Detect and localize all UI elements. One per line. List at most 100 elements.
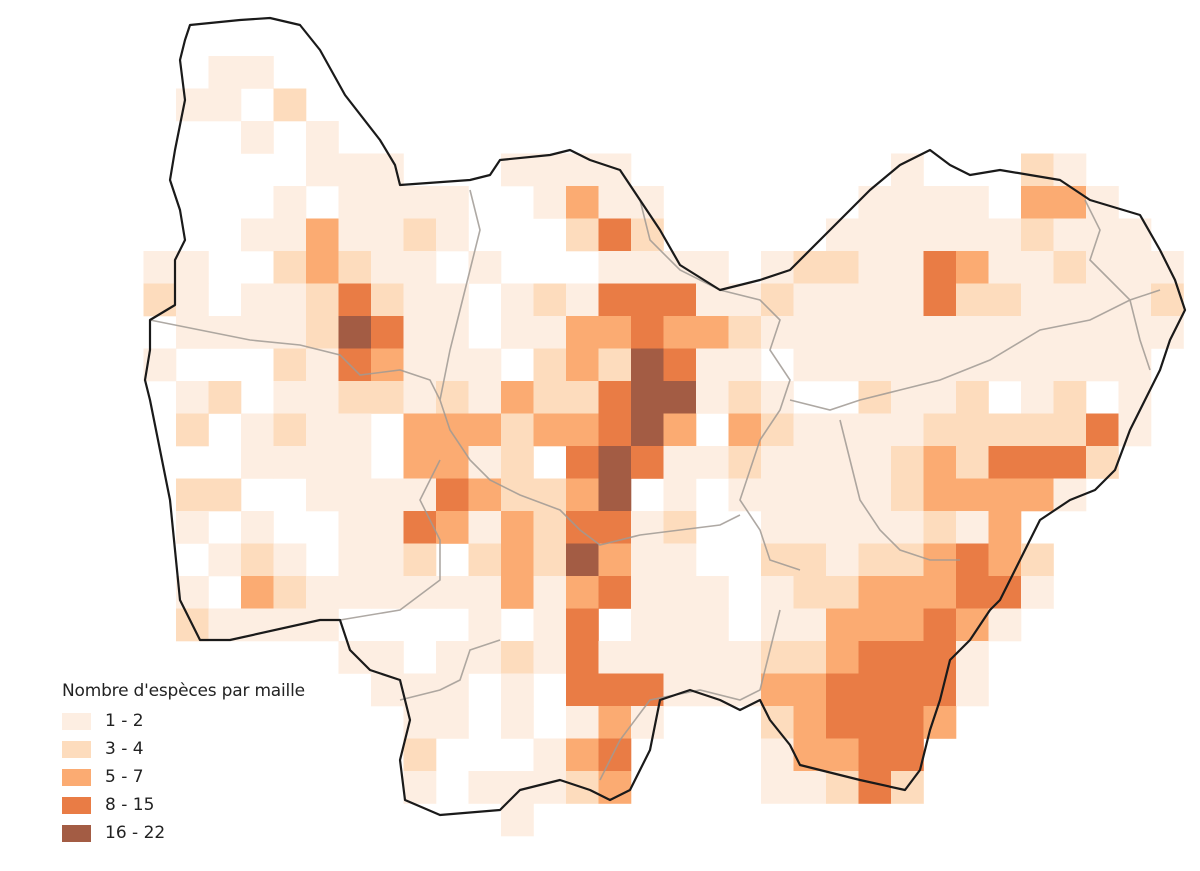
grid-cell [858, 381, 892, 414]
grid-cell [793, 348, 827, 382]
grid-cell [793, 478, 827, 512]
grid-cell [501, 706, 534, 739]
grid-cell [826, 608, 859, 642]
grid-cell [338, 381, 372, 414]
grid-cell [436, 446, 469, 479]
grid-cell [533, 738, 567, 772]
grid-cell [306, 608, 339, 642]
grid-cell [858, 543, 892, 577]
legend-item: 8 - 15 [62, 791, 305, 819]
grid-cell [761, 673, 794, 707]
grid-cell [988, 511, 1022, 544]
grid-cell [306, 316, 339, 349]
grid-cell [858, 706, 892, 739]
grid-cell [598, 316, 632, 349]
grid-cell [468, 771, 502, 804]
grid-cell [1086, 348, 1119, 382]
grid-cell [598, 186, 632, 219]
grid-cell [143, 283, 177, 317]
grid-cell [631, 608, 664, 642]
grid-cell [208, 381, 242, 414]
grid-cell [436, 576, 469, 609]
grid-cell [566, 738, 599, 772]
grid-cell [956, 446, 989, 479]
grid-cell [598, 153, 632, 187]
grid-cell [436, 348, 469, 382]
grid-cell [598, 283, 632, 317]
grid-cell [468, 446, 502, 479]
grid-cell [468, 511, 502, 544]
grid-cell [501, 413, 534, 447]
grid-cell [761, 381, 794, 414]
boundary-line [1084, 199, 1151, 371]
grid-cell [598, 706, 632, 739]
grid-cell [501, 511, 534, 544]
grid-cell [436, 186, 469, 219]
grid-cell [663, 316, 697, 349]
grid-cell [858, 251, 892, 284]
grid-cell [143, 251, 177, 284]
grid-cell [696, 641, 729, 674]
grid-cell [988, 316, 1022, 349]
grid-cell [858, 738, 892, 772]
grid-cell [273, 283, 307, 317]
grid-cell [826, 218, 859, 252]
grid-cell [403, 316, 437, 349]
grid-cell [826, 348, 859, 382]
grid-cell [338, 478, 372, 512]
grid-cell [891, 413, 924, 447]
grid-cell [208, 608, 242, 642]
grid-cell [663, 381, 697, 414]
grid-cell [306, 251, 339, 284]
grid-cell [728, 381, 762, 414]
grid-cell [566, 186, 599, 219]
grid-cell [728, 283, 762, 317]
grid-cell [306, 218, 339, 252]
grid-cell [598, 738, 632, 772]
grid-cell [663, 446, 697, 479]
grid-cell [338, 186, 372, 219]
grid-cell [923, 641, 957, 674]
grid-cell [176, 511, 209, 544]
grid-cell [1053, 251, 1087, 284]
grid-cell [631, 543, 664, 577]
grid-cell [533, 771, 567, 804]
grid-cell [501, 478, 534, 512]
boundary-line [839, 419, 960, 561]
grid-cell [436, 218, 469, 252]
grid-cell [598, 413, 632, 447]
grid-cell [306, 413, 339, 447]
grid-cell [501, 543, 534, 577]
grid-cell [338, 413, 372, 447]
grid-cell [891, 673, 924, 707]
legend-label: 3 - 4 [105, 739, 144, 759]
grid-cell [338, 543, 372, 577]
grid-cell [533, 576, 567, 609]
grid-cell [956, 673, 989, 707]
grid-cell [273, 251, 307, 284]
grid-cell [891, 576, 924, 609]
legend-swatch [62, 824, 91, 842]
grid-cell [728, 413, 762, 447]
grid-cell [403, 413, 437, 447]
grid-cell [403, 771, 437, 804]
grid-cell [468, 641, 502, 674]
grid-cell [533, 186, 567, 219]
legend-title: Nombre d'espèces par maille [62, 681, 305, 701]
grid-cell [793, 576, 827, 609]
grid-cell [631, 381, 664, 414]
grid-cell [663, 511, 697, 544]
grid-cell [956, 186, 989, 219]
grid-cell [956, 543, 989, 577]
grid-cell [403, 738, 437, 772]
grid-cell [891, 251, 924, 284]
grid-cell [1118, 283, 1152, 317]
grid-cell [533, 381, 567, 414]
legend-label: 5 - 7 [105, 767, 144, 787]
grid-cell [371, 478, 404, 512]
grid-cell [1021, 381, 1054, 414]
grid-cell [988, 608, 1022, 642]
grid-cell [436, 283, 469, 317]
region-outline [143, 16, 1187, 817]
grid-cell [598, 478, 632, 512]
